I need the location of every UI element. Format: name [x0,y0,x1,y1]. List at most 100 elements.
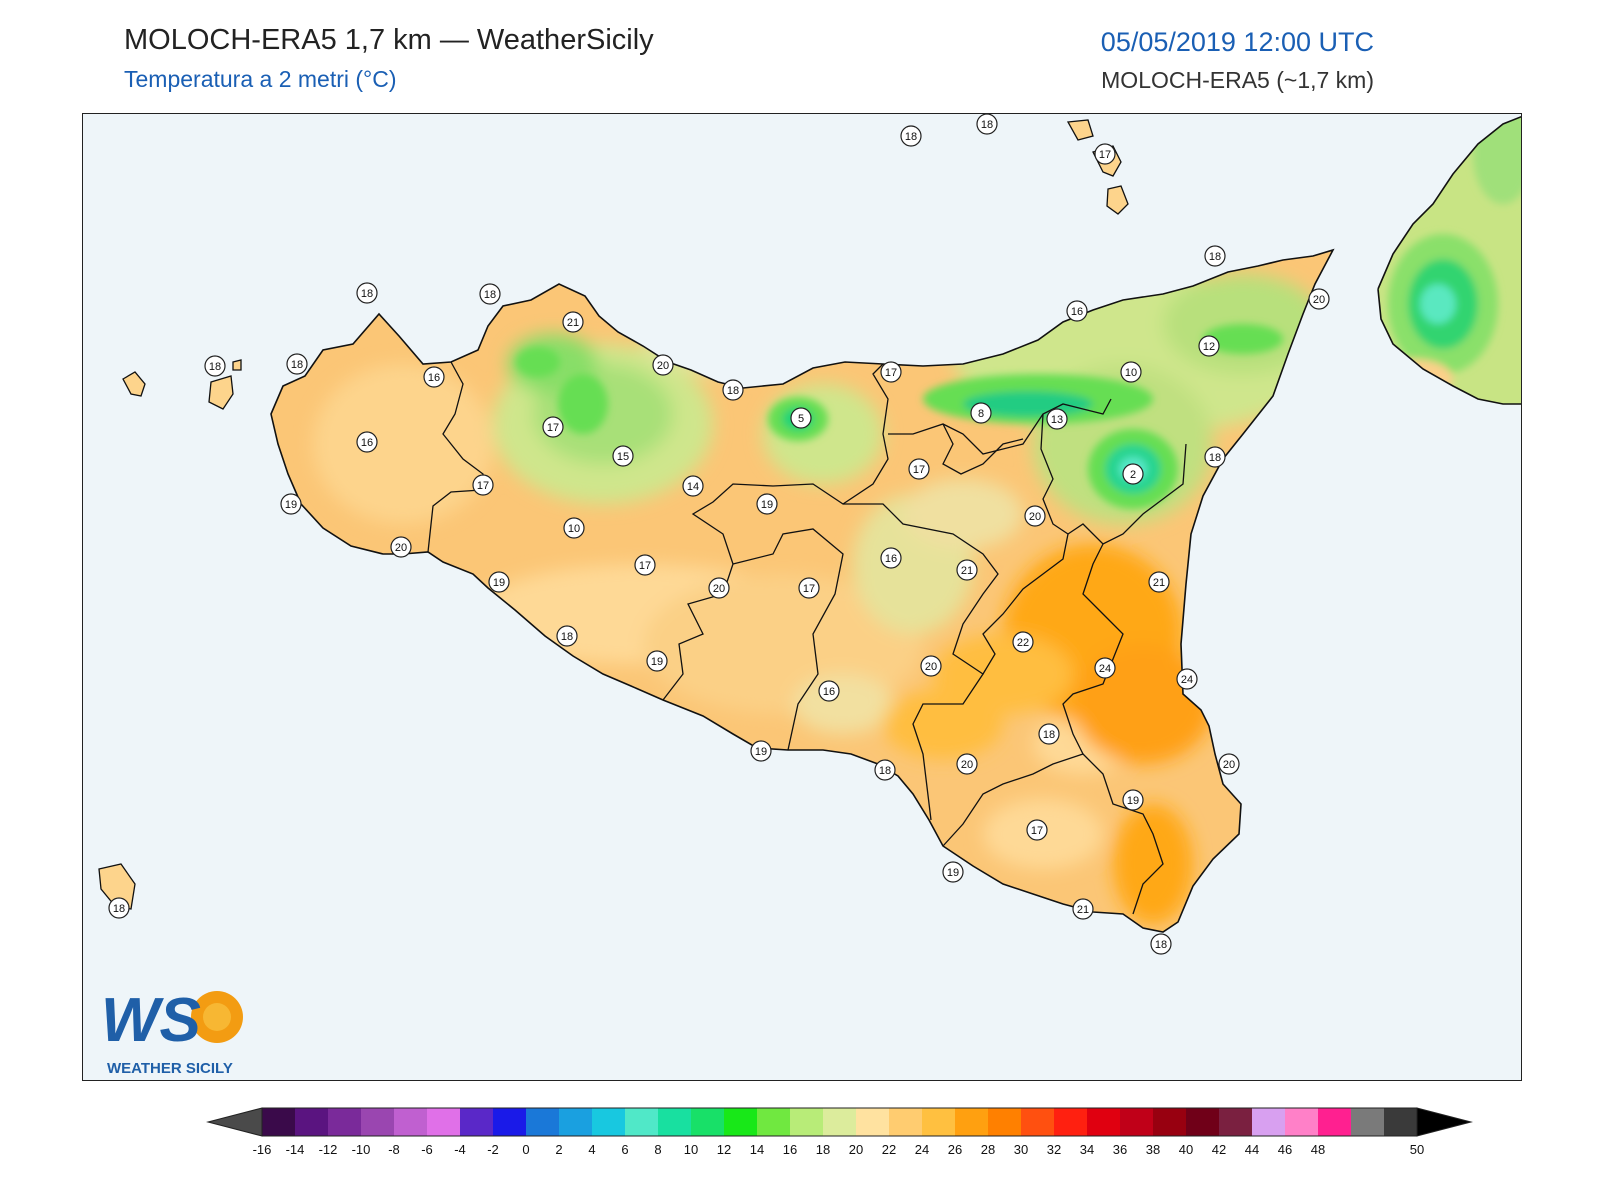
colorbar-tick-label: 22 [882,1142,896,1157]
station-marker: 18 [976,114,998,135]
station-value: 21 [1077,904,1089,916]
station-value: 18 [361,288,373,300]
station-marker: 18 [1204,446,1226,468]
station-marker-circle [880,361,902,383]
colorbar-cell [1054,1108,1087,1136]
station-value: 18 [1209,452,1221,464]
station-marker-circle [562,311,584,333]
station-value: 20 [395,542,407,554]
station-marker-circle [790,407,812,429]
colorbar-cell [394,1108,427,1136]
colorbar-tick-label: -4 [454,1142,466,1157]
station-marker: 20 [1308,288,1330,310]
station-value: 19 [1127,795,1139,807]
station-marker: 19 [756,493,778,515]
colorbar-tick-label: -12 [319,1142,338,1157]
station-marker-circle [818,680,840,702]
colorbar-cell [1285,1108,1318,1136]
station-value: 5 [798,413,804,425]
colorbar-cell [658,1108,691,1136]
colorbar-tick-label: 30 [1014,1142,1028,1157]
station-value: 18 [561,631,573,643]
station-marker-circle [1204,446,1226,468]
station-value: 12 [1203,341,1215,353]
colorbar-cell [1351,1108,1384,1136]
colorbar-tick-label: 10 [684,1142,698,1157]
station-marker: 18 [1150,933,1172,955]
station-value: 16 [428,372,440,384]
station-value: 14 [687,481,699,493]
station-marker: 20 [920,655,942,677]
station-value: 18 [727,385,739,397]
station-marker-circle [1046,408,1068,430]
station-marker-circle [956,753,978,775]
colorbar-cell [460,1108,493,1136]
map-panel[interactable]: 18 18 17 18 20 12 16 10 18 21 18 16 18 18 20 17 18 5 8 13 17… [82,113,1522,1081]
colorbar-cell [262,1108,295,1136]
colorbar-cell [559,1108,592,1136]
station-marker-circle [472,474,494,496]
station-marker: 18 [556,625,578,647]
colorbar-tick-label: 34 [1080,1142,1094,1157]
station-value: 21 [1153,577,1165,589]
station-marker-circle [108,897,130,919]
station-marker: 21 [956,559,978,581]
station-value: 17 [477,480,489,492]
station-marker-circle [880,547,902,569]
colorbar-tick-label: 6 [621,1142,628,1157]
station-marker-circle [286,353,308,375]
province-boundaries [427,361,1187,915]
colorbar-cell [295,1108,328,1136]
station-marker-circle [756,493,778,515]
station-value: 19 [651,656,663,668]
station-marker: 19 [750,740,772,762]
colorbar-tick-label: 42 [1212,1142,1226,1157]
station-marker: 19 [488,571,510,593]
station-value: 2 [1130,469,1136,481]
colorbar-tick-label: 2 [555,1142,562,1157]
station-marker-circle [563,517,585,539]
station-marker: 18 [204,355,226,377]
station-markers: 18 18 17 18 20 12 16 10 18 21 18 16 18 18 20 17 18 5 8 13 17… [108,114,1330,955]
station-value: 18 [1043,729,1055,741]
colorbar-cell [493,1108,526,1136]
station-value: 18 [981,119,993,131]
station-marker: 17 [1094,143,1116,165]
colorbar-cell [823,1108,856,1136]
station-marker: 20 [956,753,978,775]
station-value: 19 [947,867,959,879]
station-marker: 17 [542,416,564,438]
station-marker-circle [634,554,656,576]
colorbar-tick-label: -8 [388,1142,400,1157]
station-marker: 5 [790,407,812,429]
station-marker-circle [1122,463,1144,485]
station-marker-circle [750,740,772,762]
station-marker: 10 [563,517,585,539]
station-marker-circle [976,114,998,135]
colorbar-tick-label: -16 [253,1142,272,1157]
station-marker: 18 [874,759,896,781]
colorbar-outline [261,1107,1418,1137]
station-marker-circle [488,571,510,593]
colorbar-tick-label: 36 [1113,1142,1127,1157]
svg-text:WEATHER SICILY: WEATHER SICILY [107,1060,233,1077]
station-marker: 18 [108,897,130,919]
temperature-map: 18 18 17 18 20 12 16 10 18 21 18 16 18 18 20 17 18 5 8 13 17… [83,114,1521,1080]
colorbar-tick-label: -14 [286,1142,305,1157]
station-marker-circle [1218,753,1240,775]
station-value: 18 [209,361,221,373]
station-marker-circle [798,577,820,599]
station-marker: 21 [1148,571,1170,593]
colorbar-cell [790,1108,823,1136]
station-marker-circle [280,493,302,515]
station-marker-circle [652,354,674,376]
station-marker: 18 [722,379,744,401]
colorbar-cell [1186,1108,1219,1136]
station-marker-circle [1308,288,1330,310]
station-value: 16 [1071,306,1083,318]
station-marker: 20 [708,577,730,599]
ws-logo-mark: WS WEATHER SICILY [101,986,243,1077]
station-marker: 18 [1204,245,1226,267]
station-value: 17 [639,560,651,572]
station-marker-circle [908,458,930,480]
